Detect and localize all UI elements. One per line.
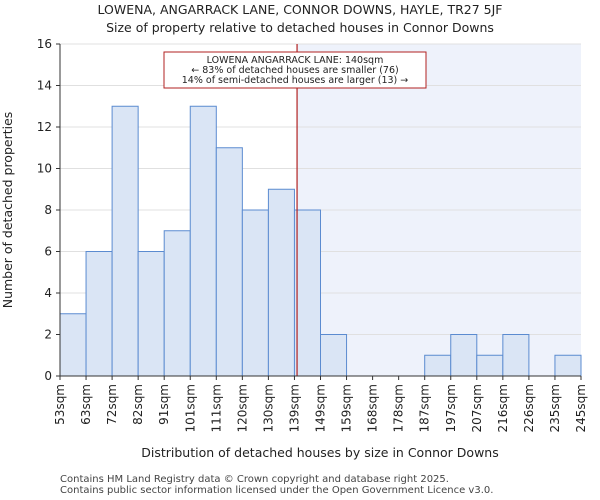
y-tick-label: 10 — [37, 162, 52, 176]
x-tick-label: 197sqm — [444, 384, 458, 432]
y-tick-label: 16 — [37, 37, 52, 51]
x-tick-label: 216sqm — [496, 384, 510, 432]
y-tick-label: 2 — [44, 328, 52, 342]
bar — [450, 334, 478, 377]
annotation-line-3: 14% of semi-detached houses are larger (… — [182, 75, 409, 86]
annotation-box: LOWENA ANGARRACK LANE: 140sqm ← 83% of d… — [163, 51, 427, 89]
bar — [502, 334, 530, 377]
annotation-frame — [163, 51, 427, 89]
y-tick-label: 14 — [37, 79, 52, 93]
y-tick-label: 6 — [44, 245, 52, 259]
bar — [189, 105, 217, 377]
bar — [241, 209, 269, 377]
x-tick-label: 187sqm — [418, 384, 432, 432]
x-tick-label: 235sqm — [548, 384, 562, 432]
annotation-line-2: ← 83% of detached houses are smaller (76… — [191, 65, 398, 76]
y-tick-label: 0 — [44, 369, 52, 383]
annotation-line-1: LOWENA ANGARRACK LANE: 140sqm — [207, 55, 384, 66]
bar — [267, 188, 295, 377]
plot-area: 0 2 4 6 8 10 12 14 16 53sqm 63sqm 72sqm 82sqm 91sqm 10… — [37, 37, 588, 432]
x-tick-label: 245sqm — [574, 384, 588, 432]
y-tick-label: 12 — [37, 120, 52, 134]
bar — [85, 251, 113, 377]
bar — [215, 147, 243, 377]
x-tick-label: 159sqm — [340, 384, 354, 432]
y-tick-label: 8 — [44, 203, 52, 217]
x-tick-label: 178sqm — [392, 384, 406, 432]
bar — [59, 313, 87, 377]
bar — [293, 209, 322, 377]
x-tick-label: 139sqm — [287, 384, 301, 432]
x-tick-label: 149sqm — [314, 384, 328, 432]
bar — [554, 354, 582, 377]
bar — [111, 105, 139, 377]
x-tick-label: 53sqm — [53, 384, 67, 425]
y-axis-label: Number of detached properties — [0, 112, 15, 309]
footer-line-1: Contains HM Land Registry data © Crown c… — [60, 474, 449, 485]
x-tick-label: 168sqm — [366, 384, 380, 432]
x-tick-label: 207sqm — [470, 384, 484, 432]
footer: Contains HM Land Registry data © Crown c… — [60, 474, 493, 496]
x-tick-label: 130sqm — [261, 384, 275, 432]
bar — [320, 334, 348, 377]
bar — [476, 354, 504, 377]
x-tick-label: 63sqm — [79, 384, 93, 425]
x-tick-label: 82sqm — [131, 384, 145, 425]
x-tick-label: 120sqm — [235, 384, 249, 432]
x-tick-label: 226sqm — [522, 384, 536, 432]
x-axis-label: Distribution of detached houses by size … — [141, 445, 498, 460]
chart-subtitle: Size of property relative to detached ho… — [106, 20, 494, 35]
footer-line-2: Contains public sector information licen… — [60, 485, 494, 496]
y-tick-label: 4 — [44, 286, 52, 300]
x-tick-label: 72sqm — [105, 384, 119, 425]
bar — [137, 251, 165, 377]
chart-title: LOWENA, ANGARRACK LANE, CONNOR DOWNS, HA… — [98, 2, 503, 17]
bar — [424, 354, 452, 377]
x-tick-label: 91sqm — [157, 384, 171, 425]
x-tick-label: 101sqm — [183, 384, 197, 432]
x-tick-label: 111sqm — [209, 384, 223, 432]
bar — [163, 230, 191, 377]
